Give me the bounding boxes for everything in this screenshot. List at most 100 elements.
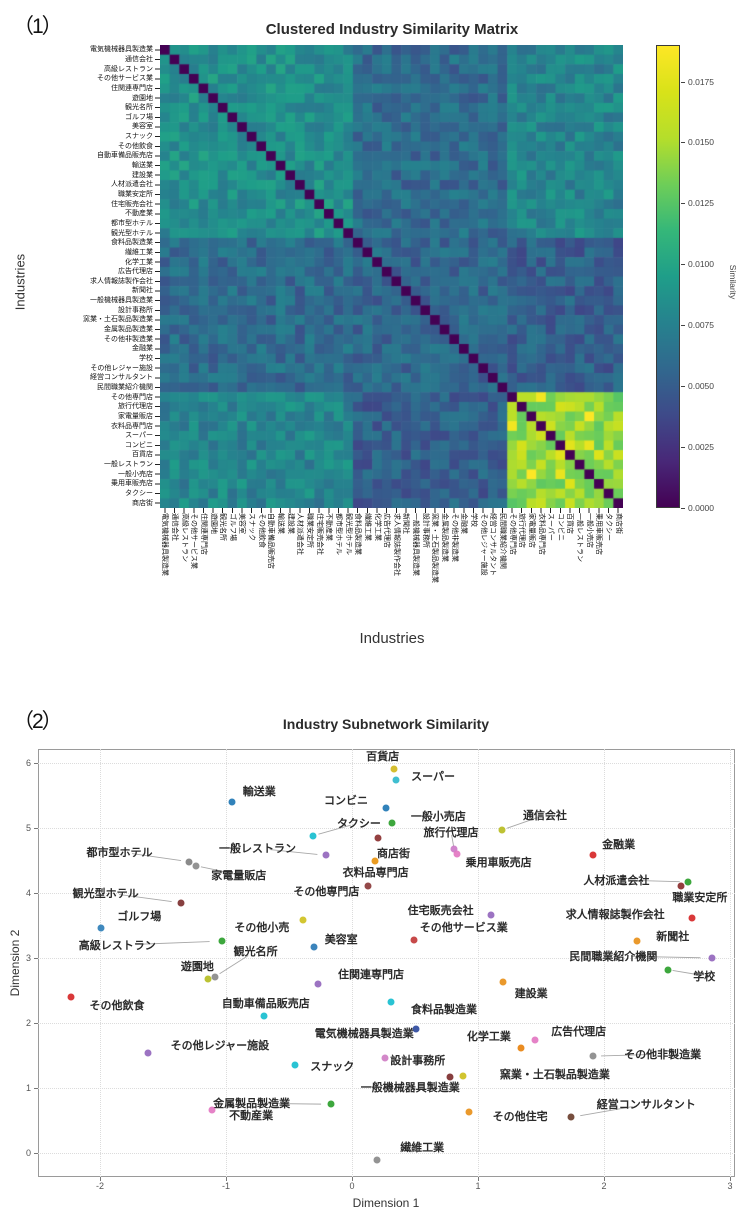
- gridline: [38, 1023, 735, 1024]
- scatter-point[interactable]: [374, 834, 382, 842]
- heatmap-ytick-label: その他飲食: [118, 142, 153, 150]
- heatmap-xtick-label: 化学工業: [373, 513, 381, 541]
- scatter-point[interactable]: [664, 966, 672, 974]
- heatmap-xtick-label: 百貨店: [566, 513, 574, 534]
- scatter-xlabel: Dimension 1: [352, 1196, 420, 1210]
- heatmap-ytick-label: 衣料品専門店: [111, 422, 153, 430]
- scatter-point[interactable]: [531, 1036, 539, 1044]
- heatmap-ytick-label: 乗用車販売店: [111, 480, 153, 488]
- y-tick-mark: [34, 763, 38, 764]
- scatter-point[interactable]: [446, 1073, 454, 1081]
- y-tick-mark: [34, 1088, 38, 1089]
- scatter-point-label: 化学工業: [466, 1030, 511, 1043]
- scatter-point[interactable]: [517, 1044, 525, 1052]
- scatter-point[interactable]: [498, 826, 506, 834]
- x-tick-label: -1: [221, 1181, 231, 1191]
- heatmap-xtick-label: 通信会社: [170, 513, 178, 541]
- heatmap-xtick-marks: [160, 508, 623, 513]
- heatmap-xtick-label: 金融業: [460, 513, 468, 534]
- gridline: [478, 749, 479, 1177]
- scatter-point-label: その他飲食: [89, 1000, 145, 1012]
- scatter-point[interactable]: [459, 1072, 467, 1080]
- scatter-point[interactable]: [450, 845, 458, 853]
- scatter-point[interactable]: [567, 1113, 575, 1121]
- scatter-point[interactable]: [192, 862, 200, 870]
- heatmap-ytick-label: 遊園地: [132, 94, 153, 102]
- scatter-point[interactable]: [499, 978, 507, 986]
- scatter-point[interactable]: [211, 973, 219, 981]
- scatter-point[interactable]: [314, 980, 322, 988]
- scatter-point[interactable]: [309, 832, 317, 840]
- scatter-point[interactable]: [392, 776, 400, 784]
- heatmap-ytick-label: 住宅販売会社: [111, 200, 153, 208]
- colorbar-tick-mark: [681, 264, 685, 266]
- scatter-point[interactable]: [322, 851, 330, 859]
- heatmap-xtick-label: 学校: [469, 513, 477, 527]
- gridline: [100, 749, 101, 1177]
- scatter-point[interactable]: [465, 1108, 473, 1116]
- scatter-point[interactable]: [589, 851, 597, 859]
- heatmap-ytick-label: 広告代理店: [118, 268, 153, 276]
- scatter-point[interactable]: [228, 798, 236, 806]
- scatter-point[interactable]: [185, 858, 193, 866]
- scatter-point[interactable]: [633, 937, 641, 945]
- scatter-point[interactable]: [177, 899, 185, 907]
- scatter-point[interactable]: [373, 1156, 381, 1164]
- scatter-point[interactable]: [218, 937, 226, 945]
- gridline: [38, 958, 735, 959]
- scatter-point[interactable]: [364, 882, 372, 890]
- heatmap-ytick-label: 都市型ホテル: [111, 219, 153, 227]
- heatmap-ytick-label: 家電量販店: [118, 412, 153, 420]
- scatter-point-label: 通信会社: [522, 809, 567, 822]
- scatter-point-label: 民間職業紹介機関: [569, 951, 658, 963]
- scatter-point[interactable]: [204, 975, 212, 983]
- heatmap-ytick-label: 輸送業: [132, 162, 153, 170]
- heatmap-ylabel: Industries: [12, 253, 28, 311]
- y-tick-label: 0: [25, 1148, 31, 1158]
- scatter-point[interactable]: [589, 1052, 597, 1060]
- scatter-point[interactable]: [684, 878, 692, 886]
- scatter-point[interactable]: [453, 850, 461, 858]
- scatter-point[interactable]: [260, 1012, 268, 1020]
- heatmap-ytick-label: 窯業・土石製品製造業: [83, 316, 153, 324]
- scatter-point-label: 職業安定所: [672, 891, 728, 904]
- scatter-point[interactable]: [382, 804, 390, 812]
- scatter-point[interactable]: [208, 1106, 216, 1114]
- heatmap-xlabel: Industries: [359, 630, 425, 647]
- scatter-point[interactable]: [708, 954, 716, 962]
- scatter-point[interactable]: [310, 943, 318, 951]
- scatter-point-label: 旅行代理店: [423, 826, 479, 839]
- scatter-point[interactable]: [97, 924, 105, 932]
- scatter-point[interactable]: [388, 819, 396, 827]
- gridline: [604, 749, 605, 1177]
- heatmap-xtick-label: その他サービス業: [190, 513, 198, 569]
- scatter-point-label: 自動車備品販売店: [221, 997, 310, 1010]
- heatmap-ytick-label: 一般小売店: [118, 470, 153, 478]
- scatter-point[interactable]: [410, 936, 418, 944]
- scatter-point[interactable]: [688, 914, 696, 922]
- scatter-point[interactable]: [677, 882, 685, 890]
- x-tick-label: 0: [349, 1181, 355, 1191]
- scatter-point[interactable]: [387, 998, 395, 1006]
- scatter-point-label: 新聞社: [656, 931, 690, 944]
- scatter-ylabel: Dimension 2: [8, 929, 22, 997]
- heatmap-xtick-label: 繊維工業: [363, 513, 371, 541]
- gridline: [730, 749, 731, 1177]
- scatter-point[interactable]: [390, 765, 398, 773]
- scatter-point[interactable]: [327, 1100, 335, 1108]
- scatter-point[interactable]: [291, 1061, 299, 1069]
- scatter-point-label: その他小売: [234, 922, 290, 935]
- scatter-point[interactable]: [371, 857, 379, 865]
- scatter-point[interactable]: [381, 1054, 389, 1062]
- colorbar-tick-mark: [681, 508, 685, 509]
- scatter-point[interactable]: [412, 1025, 420, 1033]
- scatter-point[interactable]: [67, 993, 75, 1001]
- scatter-point[interactable]: [487, 911, 495, 919]
- scatter-point[interactable]: [144, 1049, 152, 1057]
- y-tick-mark: [34, 958, 38, 959]
- heatmap-ytick-label: その他サービス業: [97, 75, 153, 83]
- heatmap-ytick-label: 職業安定所: [118, 191, 153, 198]
- heatmap-xtick-label: 観光型ホテル: [344, 513, 352, 555]
- scatter-point[interactable]: [299, 916, 307, 924]
